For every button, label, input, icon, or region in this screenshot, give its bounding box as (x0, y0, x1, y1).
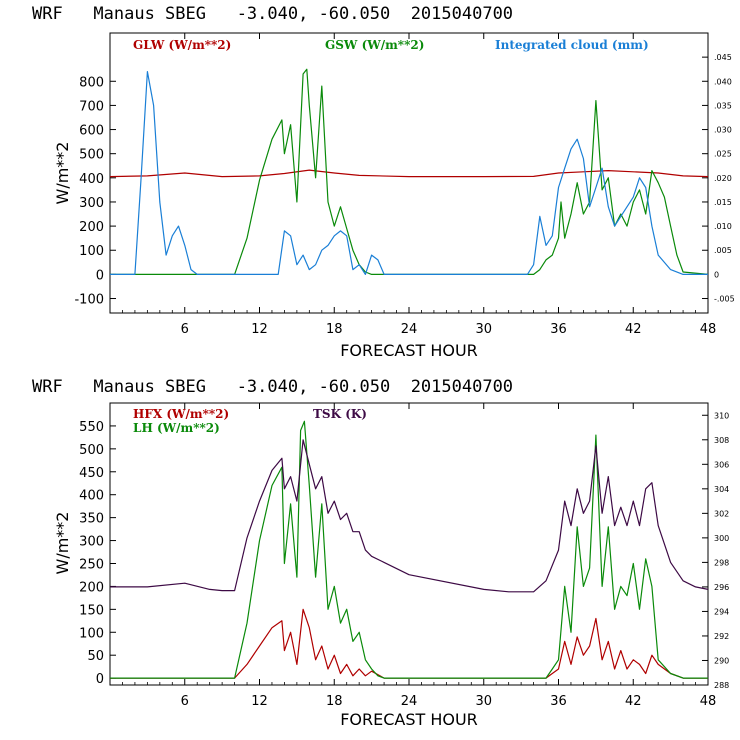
chart-2-y-tick-label: 100 (79, 626, 104, 641)
chart-2-y-tick-label: 500 (79, 443, 104, 458)
chart-2-legend-lh: LH (W/m**2) (133, 421, 220, 435)
chart-2-y-tick-label: 400 (79, 489, 104, 504)
chart-1-y-axis-label: W/m**2 (53, 142, 72, 205)
chart-2-y-tick-label: 250 (79, 557, 104, 572)
chart-2-right-tick-label: 308 (714, 436, 729, 445)
chart-1-y-tick-label: 500 (79, 148, 104, 163)
chart-1-legend-cloud: Integrated cloud (mm) (495, 38, 649, 52)
chart-1-right-tick-label: .005 (714, 246, 732, 255)
chart-2-y-axis-label: W/m**2 (53, 512, 72, 575)
chart-2-x-tick-label: 6 (181, 694, 189, 709)
chart-2-legend-tsk: TSK (K) (313, 407, 367, 421)
chart-2-y-tick-label: 200 (79, 580, 104, 595)
chart-2-right-tick-label: 310 (714, 411, 729, 420)
chart-1-y-tick-label: 0 (96, 268, 104, 283)
chart-1-series-2-line (110, 71, 708, 275)
chart-1-right-tick-label: .020 (714, 174, 732, 183)
chart-2-y-tick-label: 50 (87, 649, 104, 664)
chart-2-plot-frame (109, 402, 709, 686)
chart-1-y-tick-label: 400 (79, 172, 104, 187)
chart-2-right-tick-label: 288 (714, 681, 729, 690)
chart-2-y-tick-label: 300 (79, 535, 104, 550)
chart-2-y-tick-label: 550 (79, 420, 104, 435)
chart-1-title: WRF Manaus SBEG -3.040, -60.050 20150407… (32, 4, 513, 24)
chart-1-legend-gsw: GSW (W/m**2) (325, 38, 424, 52)
chart-2-x-tick-label: 30 (475, 694, 492, 709)
chart-1-x-tick-label: 36 (550, 322, 567, 337)
chart-1-right-tick-label: .035 (714, 101, 732, 110)
chart-2-right-tick-label: 294 (714, 607, 729, 616)
chart-2-y-tick-label: 0 (96, 672, 104, 687)
chart-2-title: WRF Manaus SBEG -3.040, -60.050 20150407… (32, 377, 513, 397)
chart-1-series-1-line (110, 68, 709, 275)
chart-1-x-axis-label: FORECAST HOUR (340, 341, 478, 360)
chart-2-right-tick-label: 300 (714, 534, 729, 543)
chart-2-right-tick-label: 304 (714, 485, 729, 494)
chart-2-y-tick-label: 450 (79, 466, 104, 481)
chart-1-y-tick-label: 800 (79, 75, 104, 90)
chart-1-x-tick-label: 12 (251, 322, 268, 337)
chart-1-legend-glw: GLW (W/m**2) (133, 38, 231, 52)
chart-2-series-1-line (110, 420, 708, 679)
chart-2-legend-hfx: HFX (W/m**2) (133, 407, 229, 421)
chart-2-x-tick-label: 24 (401, 694, 418, 709)
chart-1-x-tick-label: 30 (475, 322, 492, 337)
chart-1-plot-frame (109, 32, 709, 314)
chart-2-right-tick-label: 292 (714, 632, 729, 641)
chart-1-y-tick-label: -100 (74, 293, 104, 308)
chart-2-y-tick-label: 150 (79, 603, 104, 618)
chart-1-right-tick-label: .030 (714, 126, 732, 135)
chart-1-x-tick-label: 18 (326, 322, 343, 337)
chart-2-right-tick-label: 290 (714, 656, 729, 665)
chart-1-right-tick-label: 0 (714, 270, 719, 279)
chart-1-x-tick-label: 6 (181, 322, 189, 337)
chart-1-y-tick-label: 600 (79, 124, 104, 139)
chart-2-series-0-line (110, 608, 708, 679)
chart-2-y-tick-label: 350 (79, 512, 104, 527)
chart-1-right-tick-label: .040 (714, 77, 732, 86)
chart-1-right-tick-label: .015 (714, 198, 732, 207)
chart-1-right-tick-label: .045 (714, 53, 732, 62)
chart-1-x-tick-label: 42 (625, 322, 642, 337)
chart-2-x-tick-label: 36 (550, 694, 567, 709)
chart-2-right-tick-label: 302 (714, 509, 729, 518)
chart-1-y-tick-label: 700 (79, 99, 104, 114)
chart-2-x-tick-label: 18 (326, 694, 343, 709)
chart-2-x-tick-label: 12 (251, 694, 268, 709)
chart-2-series-2-line (110, 439, 709, 593)
chart-2-x-axis-label: FORECAST HOUR (340, 710, 478, 729)
chart-1-right-tick-label: -.005 (714, 295, 735, 304)
chart-1-x-tick-label: 48 (700, 322, 717, 337)
chart-2-x-tick-label: 48 (700, 694, 717, 709)
chart-1-y-tick-label: 100 (79, 244, 104, 259)
chart-2-right-tick-label: 298 (714, 558, 729, 567)
chart-1-right-tick-label: .010 (714, 222, 732, 231)
chart-2-right-tick-label: 306 (714, 460, 729, 469)
chart-1-x-tick-label: 24 (401, 322, 418, 337)
chart-1-right-tick-label: .025 (714, 150, 732, 159)
chart-1-y-tick-label: 200 (79, 220, 104, 235)
chart-1-series-0-line (109, 169, 709, 178)
chart-1-y-tick-label: 300 (79, 196, 104, 211)
chart-2-x-tick-label: 42 (625, 694, 642, 709)
chart-2-right-tick-label: 296 (714, 583, 729, 592)
